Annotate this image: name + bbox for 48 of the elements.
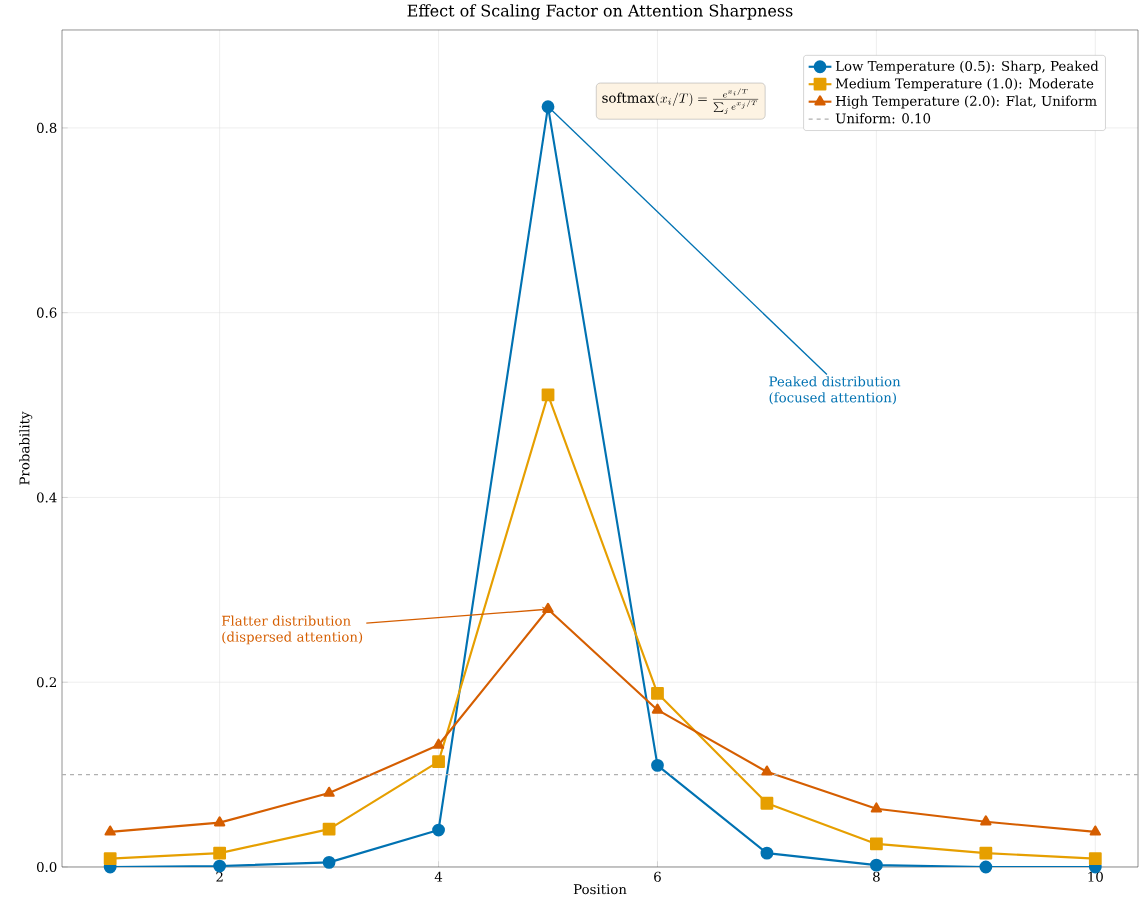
y-tick-label: 0.0	[36, 861, 57, 873]
point	[979, 846, 993, 860]
point	[651, 758, 664, 772]
point	[432, 823, 445, 837]
point	[979, 860, 993, 874]
annotation: Flatter distribution (dispersed attention)	[221, 615, 363, 645]
y-tick-label: 0.6	[36, 307, 57, 318]
point	[980, 815, 992, 826]
annotation: $\mathrm{softmax}(x_i/T) = \frac{e^{x_i/T}}{\sum_j e^{x_j/T}}$	[602, 88, 759, 114]
point	[213, 859, 227, 873]
x-tick-label: 8	[873, 871, 880, 882]
point	[323, 786, 335, 797]
point	[322, 822, 336, 836]
legend-label: Low Temperature (0.5): Sharp, Peaked	[835, 60, 1099, 74]
point	[432, 738, 445, 749]
point	[869, 837, 883, 851]
point	[760, 796, 774, 810]
point	[870, 802, 883, 813]
point	[541, 100, 555, 114]
y-tick-label: 0.2	[36, 677, 56, 688]
y-tick-label: 0.4	[36, 492, 57, 503]
point	[432, 755, 445, 769]
x-tick-label: 10	[1088, 871, 1103, 882]
legend-label: High Temperature (2.0): Flat, Uniform	[835, 95, 1097, 109]
x-axis-title: Position	[573, 884, 627, 895]
point	[761, 765, 773, 776]
point	[322, 855, 336, 869]
point	[542, 602, 554, 613]
point	[213, 846, 227, 860]
y-tick-label: 0.8	[36, 122, 57, 133]
point	[869, 858, 883, 872]
point	[760, 846, 774, 860]
point	[651, 703, 664, 714]
x-tick-label: 4	[434, 871, 443, 882]
point	[104, 825, 116, 836]
x-tick-label: 2	[216, 871, 223, 882]
chart-title: Effect of Scaling Factor on Attention Sharpness	[407, 4, 793, 20]
point	[541, 388, 555, 402]
legend-label: Medium Temperature (1.0): Moderate	[835, 78, 1094, 92]
x-tick-label: 6	[654, 871, 661, 882]
point	[1088, 852, 1102, 866]
legend-label: Uniform: 0.10	[835, 113, 931, 124]
point	[103, 852, 117, 866]
annotation: Peaked distribution (focused attention)	[769, 376, 901, 405]
point	[651, 686, 664, 700]
y-axis-title: Probability	[19, 411, 33, 485]
point	[1089, 825, 1101, 836]
point	[213, 816, 226, 827]
